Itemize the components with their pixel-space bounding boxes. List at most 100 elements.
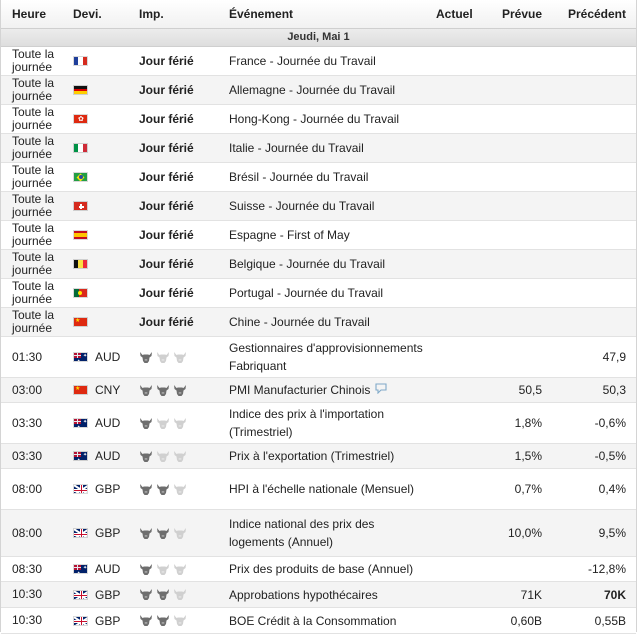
currency-code: GBP <box>95 613 121 628</box>
bull-icon <box>139 417 156 430</box>
table-row[interactable]: 08:00 GBP HPI à l'échelle nationale (Mensu… <box>1 469 636 510</box>
col-header-actual[interactable]: Actuel <box>436 7 473 21</box>
event-name[interactable]: Allemagne - Journée du Travail <box>229 83 396 97</box>
event-title[interactable]: Approbations hypothécaires <box>229 587 378 602</box>
importance-cell <box>128 384 219 397</box>
table-row[interactable]: 03:30 ✦ ✦ AUD Prix à l'exportation (Trimestr… <box>1 444 636 469</box>
time-cell: 10:30 <box>12 587 43 601</box>
event-title[interactable]: Gestionnaires d'approvisionnements Fabri… <box>229 341 423 373</box>
forecast-cell: 71K <box>520 587 542 602</box>
event-name[interactable]: Chine - Journée du Travail <box>229 315 370 329</box>
table-row[interactable]: 08:30 ✦ ✦ AUD Prix des produits de base (Ann… <box>1 557 636 582</box>
bull-icon <box>173 384 190 397</box>
cn-flag-icon: ★ <box>73 385 88 395</box>
event-name[interactable]: Portugal - Journée du Travail <box>229 286 384 300</box>
event-name[interactable]: Espagne - First of May <box>229 228 350 242</box>
time-cell: 01:30 <box>12 349 43 364</box>
importance-cell <box>128 588 219 601</box>
bull-icon <box>173 588 190 601</box>
event-name[interactable]: Gestionnaires d'approvisionnements Fabri… <box>219 339 428 375</box>
previous-cell: -12,8% <box>587 562 626 576</box>
table-row[interactable]: Toute la journée Jour férié Belgique - Jou… <box>1 250 636 279</box>
de-flag-icon <box>73 85 88 95</box>
event-name[interactable]: Prix à l'exportation (Trimestriel) <box>219 447 428 465</box>
table-row[interactable]: Toute la journée Jour férié Portugal - Jou… <box>1 279 636 308</box>
event-name[interactable]: Approbations hypothécaires <box>219 586 428 604</box>
bull-icon <box>173 450 190 463</box>
day-separator: Jeudi, Mai 1 <box>1 29 636 47</box>
event-name[interactable]: Belgique - Journée du Travail <box>229 257 386 271</box>
table-row[interactable]: Toute la journée Jour férié Allemagne - Jo… <box>1 76 636 105</box>
time-cell: 03:30 <box>12 448 43 463</box>
ch-flag-icon <box>73 201 88 211</box>
event-name[interactable]: Suisse - Journée du Travail <box>229 199 375 213</box>
be-flag-icon <box>73 259 88 269</box>
event-name[interactable]: BOE Crédit à la Consommation <box>219 612 428 630</box>
holiday-label: Jour férié <box>139 112 194 126</box>
table-row[interactable]: 03:30 ✦ ✦ AUD Indice des prix à l'importatio… <box>1 403 636 444</box>
col-header-event[interactable]: Événement <box>229 7 294 21</box>
currency-cell <box>63 143 128 153</box>
currency-code: CNY <box>95 383 121 397</box>
time-cell: Toute la journée <box>12 76 55 103</box>
table-row[interactable]: Toute la journée Jour férié Brésil - Journ… <box>1 163 636 192</box>
time-cell: 03:00 <box>12 382 43 397</box>
event-title[interactable]: Prix à l'exportation (Trimestriel) <box>229 449 395 463</box>
time-cell: 10:30 <box>12 613 43 627</box>
forecast-cell: 0,7% <box>514 482 542 496</box>
bull-icon <box>139 588 156 601</box>
previous-cell: 9,5% <box>598 526 626 540</box>
currency-code: AUD <box>95 416 121 430</box>
currency-code: GBP <box>95 482 121 496</box>
time-cell: 03:30 <box>12 415 43 430</box>
col-header-currency[interactable]: Devi. <box>73 7 102 21</box>
event-name[interactable]: Indice des prix à l'importation (Trimest… <box>219 405 428 441</box>
holiday-label: Jour férié <box>139 199 194 213</box>
table-row[interactable]: 08:00 GBP Indice national des prix des log… <box>1 510 636 557</box>
event-title[interactable]: Indice national des prix des logements (… <box>229 517 375 549</box>
event-name[interactable]: Brésil - Journée du Travail <box>229 170 369 184</box>
importance-cell <box>128 563 219 576</box>
event-title[interactable]: Indice des prix à l'importation (Trimest… <box>229 407 385 439</box>
table-row[interactable]: 03:00 ★ CNY PMI Manufacturier Chinois 50,5 50… <box>1 378 636 403</box>
comment-icon[interactable] <box>375 381 387 399</box>
table-row[interactable]: Toute la journée ✿ Jour férié Hong-Kong - J… <box>1 105 636 134</box>
currency-cell <box>63 172 128 182</box>
table-row[interactable]: Toute la journée Jour férié Espagne - Firs… <box>1 221 636 250</box>
event-name[interactable]: Indice national des prix des logements (… <box>219 515 428 551</box>
bull-icon <box>156 384 173 397</box>
importance-cell <box>128 351 219 364</box>
col-header-forecast[interactable]: Prévue <box>501 7 542 21</box>
gb-flag-icon <box>73 484 88 494</box>
col-header-previous[interactable]: Précédent <box>567 7 626 21</box>
table-row[interactable]: 10:30 GBP BOE Crédit à la Consommation 0,60… <box>1 608 636 634</box>
table-row[interactable]: 01:30 ✦ ✦ AUD Gestionnaires d'approvisionnem… <box>1 337 636 378</box>
event-name[interactable]: France - Journée du Travail <box>229 54 376 68</box>
previous-cell: 0,55B <box>594 613 626 628</box>
event-title[interactable]: HPI à l'échelle nationale (Mensuel) <box>229 482 415 496</box>
table-row[interactable]: Toute la journée Jour férié France - Journ… <box>1 47 636 76</box>
gb-flag-icon <box>73 528 88 538</box>
au-flag-icon: ✦ ✦ <box>73 352 88 362</box>
event-title[interactable]: BOE Crédit à la Consommation <box>229 613 397 628</box>
event-title[interactable]: PMI Manufacturier Chinois <box>229 382 371 397</box>
col-header-importance[interactable]: Imp. <box>139 7 164 21</box>
currency-cell: ★ CNY <box>63 383 128 397</box>
event-name[interactable]: Prix des produits de base (Annuel) <box>219 560 428 578</box>
table-row[interactable]: Toute la journée Jour férié Suisse - Journ… <box>1 192 636 221</box>
col-header-time[interactable]: Heure <box>12 7 47 21</box>
table-row[interactable]: Toute la journée Jour férié Italie - Journ… <box>1 134 636 163</box>
event-name[interactable]: Hong-Kong - Journée du Travail <box>229 112 400 126</box>
table-row[interactable]: Toute la journée ★ Jour férié Chine - Journ… <box>1 308 636 337</box>
table-row[interactable]: 10:30 GBP Approbations hypothécaires 71K 70K <box>1 582 636 608</box>
event-name[interactable]: PMI Manufacturier Chinois <box>219 381 428 400</box>
currency-cell: GBP <box>63 482 128 496</box>
event-name[interactable]: HPI à l'échelle nationale (Mensuel) <box>219 480 428 498</box>
time-cell: Toute la journée <box>12 221 55 248</box>
event-name[interactable]: Italie - Journée du Travail <box>229 141 364 155</box>
time-cell: Toute la journée <box>12 279 55 306</box>
currency-code: AUD <box>95 449 121 463</box>
event-title[interactable]: Prix des produits de base (Annuel) <box>229 562 414 576</box>
time-cell: Toute la journée <box>12 192 55 219</box>
